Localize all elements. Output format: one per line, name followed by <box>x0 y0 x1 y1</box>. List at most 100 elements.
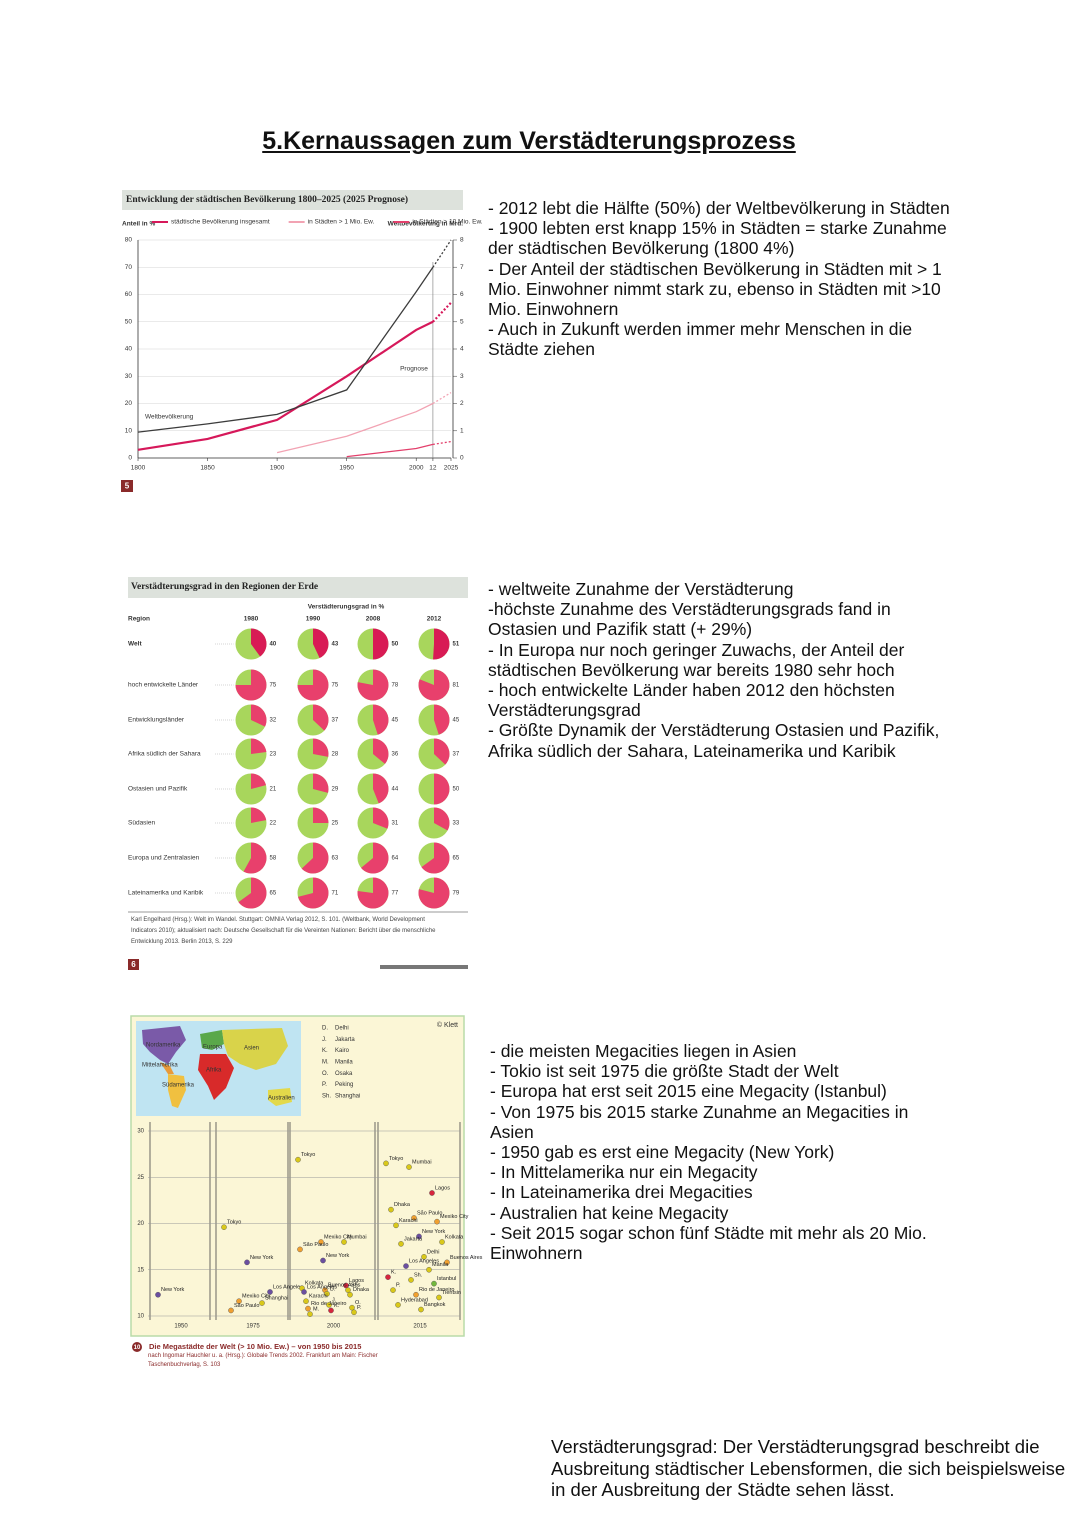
map-continent <box>268 1088 292 1106</box>
city-label: New York <box>161 1287 184 1293</box>
city-point <box>406 1164 412 1170</box>
x-tick-label: 1800 <box>131 465 146 472</box>
city-point <box>429 1190 435 1196</box>
pie-slice <box>357 669 389 701</box>
city-label: São Paulo <box>417 1210 442 1216</box>
city-label: Kolkata <box>305 1281 324 1287</box>
city-label: Mexiko City <box>242 1294 271 1300</box>
city-point <box>418 1306 424 1313</box>
legend-abbr: K. <box>322 1048 328 1054</box>
column-header: 1990 <box>306 616 321 623</box>
map-label: Südamerika <box>162 1083 195 1089</box>
city-label: Sh. <box>351 1283 360 1289</box>
city-label: São Paulo <box>234 1303 259 1309</box>
value-label: 75 <box>332 683 339 689</box>
value-label: 77 <box>392 891 399 897</box>
source-box: Karl Engelhard (Hrsg.): Welt im Wandel. … <box>131 917 436 945</box>
notes-3: - die meisten Megacities liegen in Asien… <box>490 1041 952 1263</box>
x-tick-label: 1850 <box>200 465 215 472</box>
definition: Verstädterungsgrad: Der Verstädterungsgr… <box>551 1436 1066 1500</box>
city-label: Istanbul <box>437 1276 456 1282</box>
city-point <box>388 1206 394 1213</box>
y-tick-label: 20 <box>137 1221 144 1227</box>
y-tick-label: 30 <box>137 1129 144 1135</box>
city-label: Rio de Janeiro <box>419 1287 454 1293</box>
value-label: 78 <box>392 683 399 689</box>
notes-1: - 2012 lebt die Hälfte (50%) der Weltbev… <box>488 198 950 360</box>
pie-slice <box>434 738 450 765</box>
city-label: New York <box>250 1255 273 1261</box>
y2-tick-label: 7 <box>460 264 464 271</box>
city-point <box>259 1300 265 1306</box>
value-label: 81 <box>453 683 460 689</box>
pie-slice <box>313 738 329 757</box>
pie-slice <box>301 842 329 874</box>
city-label: Lagos <box>435 1185 450 1191</box>
value-label: 71 <box>332 891 339 897</box>
value-label: 50 <box>392 642 399 648</box>
legend-name: Osaka <box>335 1071 353 1077</box>
value-label: 79 <box>453 891 460 897</box>
city-label: P. <box>357 1305 362 1311</box>
column-header: 2008 <box>366 616 381 623</box>
note: - In Lateinamerika drei Megacities <box>490 1182 753 1203</box>
note: - die meisten Megacities liegen in Asien <box>490 1041 797 1061</box>
value-label: 65 <box>270 891 277 897</box>
city-point <box>383 1160 389 1167</box>
value-label: 28 <box>332 752 339 758</box>
city-label: São Paulo <box>303 1242 328 1248</box>
row-header: Region <box>128 616 150 623</box>
city-label: Mexiko City <box>324 1234 353 1240</box>
y2-tick-label: 5 <box>460 318 464 325</box>
city-label: K. <box>334 1303 340 1309</box>
city-point <box>416 1233 422 1240</box>
y2-tick-label: 4 <box>460 346 464 353</box>
figure-number: 5 <box>125 482 130 491</box>
legend-name: Delhi <box>335 1026 349 1032</box>
city-point <box>297 1246 303 1253</box>
y-tick-label: 10 <box>137 1314 144 1320</box>
legend-name: Jakarta <box>335 1037 355 1043</box>
region-label: hoch entwickelte Länder <box>128 682 199 689</box>
x-tick-label: 12 <box>429 465 437 472</box>
bar-decoration <box>380 965 468 969</box>
city-label: New York <box>326 1253 349 1259</box>
legend-label: städtische Bevölkerung insgesamt <box>171 219 270 226</box>
y2-tick-label: 3 <box>460 373 464 380</box>
column-header: 1980 <box>244 616 259 623</box>
legend-abbr: D. <box>322 1026 328 1032</box>
city-label: Los Angeles <box>273 1284 303 1290</box>
y-tick-label: 25 <box>137 1175 144 1181</box>
forecast-segment <box>432 301 452 323</box>
source: Karl Engelhard (Hrsg.): Welt im Wandel. … <box>131 917 436 945</box>
title-band <box>122 190 463 210</box>
note: - Auch in Zukunft werden immer mehr Mens… <box>488 319 913 360</box>
figure-number-box <box>121 480 133 492</box>
city-label: Dhaka <box>394 1202 411 1208</box>
value-label: 50 <box>453 787 460 793</box>
legend-name: Shanghai <box>335 1093 360 1099</box>
forecast-segment <box>432 239 452 268</box>
city-point <box>436 1294 442 1301</box>
annotation: Prognose <box>400 366 428 373</box>
pie-slice <box>251 738 267 754</box>
city-point <box>349 1304 355 1311</box>
pie-slice <box>313 773 329 793</box>
note: - 1950 gab es erst eine Megacity (New Yo… <box>490 1142 835 1163</box>
pie-slice <box>251 628 267 657</box>
city-point <box>390 1287 396 1293</box>
y2-axis-label: Weltbevölkerung in Mrd. <box>388 221 464 228</box>
pie-slice <box>251 807 267 823</box>
city-point <box>393 1222 399 1229</box>
note: - hoch entwickelte Länder haben 2012 den… <box>488 680 895 721</box>
map-label: Afrika <box>206 1068 222 1074</box>
city-label: Karachi <box>399 1218 418 1224</box>
y-tick-label: 40 <box>125 346 133 353</box>
city-point <box>244 1259 250 1266</box>
city-label: P. <box>396 1283 401 1289</box>
city-label: Delhi <box>427 1249 440 1255</box>
city-point <box>345 1287 351 1293</box>
map-continent <box>222 1028 288 1070</box>
pie-slice <box>243 842 267 874</box>
value-label: 31 <box>392 821 399 827</box>
